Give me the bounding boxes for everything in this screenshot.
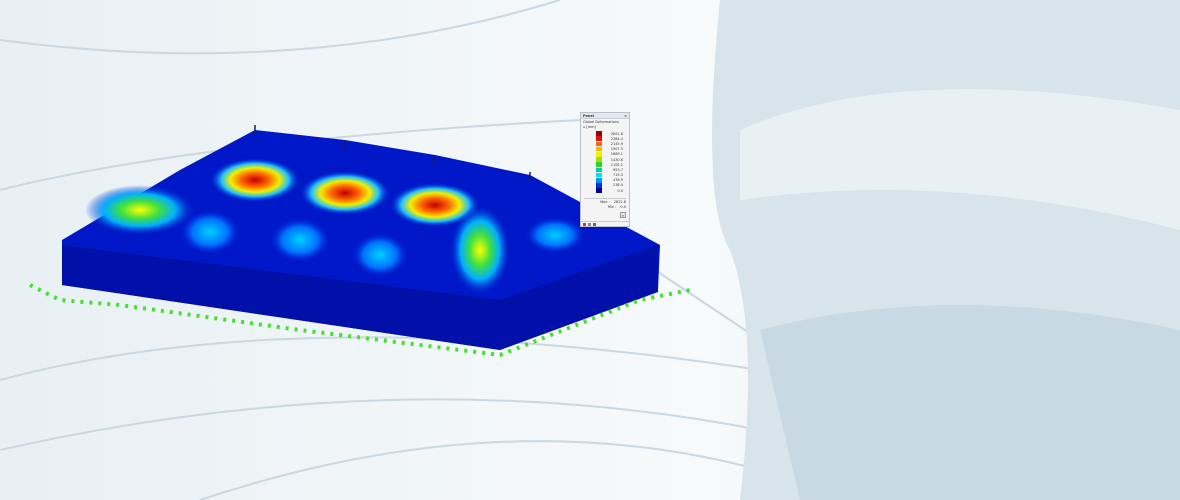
background-membrane-fold (760, 305, 1180, 500)
zoom-icon[interactable]: ⌕ (620, 212, 626, 218)
result-unit: u [mm] (583, 125, 596, 129)
max-label: Max : (600, 200, 610, 205)
scale-value: 2622.8 (610, 131, 623, 136)
scale-row: 2384.4 (596, 136, 629, 142)
scale-swatch (596, 167, 602, 173)
scale-value: 715.3 (612, 173, 623, 178)
scale-value: 476.9 (612, 178, 623, 183)
scale-row: 2622.8 (596, 131, 629, 136)
max-min: Max :2622.8 Min :0.0 (584, 198, 626, 209)
scale-row: 238.4 (596, 183, 629, 188)
close-icon[interactable]: × (624, 114, 627, 118)
scale-row: 1907.5 (596, 146, 629, 152)
scale-swatch (596, 183, 602, 188)
min-label: Min : (607, 204, 617, 209)
scale-swatch (596, 131, 602, 136)
chart-icon[interactable] (593, 222, 596, 226)
scale-row: 0.0 (596, 188, 629, 193)
max-value: 2622.8 (613, 200, 626, 205)
scale-row: 1192.2 (596, 162, 629, 168)
result-type: Global Deformations (583, 120, 619, 124)
scale-row: 715.3 (596, 172, 629, 178)
scale-swatch (596, 162, 602, 168)
scale-row: 2145.9 (596, 141, 629, 147)
scale-swatch (596, 146, 602, 152)
scale-value: 238.4 (612, 183, 623, 188)
panel-toolbar (581, 221, 629, 226)
scale-row: 476.9 (596, 177, 629, 183)
scale-swatch (596, 141, 602, 147)
tent-walls (62, 245, 658, 350)
panel-title: Panel (583, 114, 594, 118)
background-membrane-fold (740, 89, 1180, 230)
scale-row: 1430.6 (596, 157, 629, 162)
scale-swatch (596, 157, 602, 162)
scale-value: 1669.1 (610, 152, 623, 157)
scale-swatch (596, 152, 602, 157)
scale-row: 953.7 (596, 167, 629, 173)
scale-value: 1430.6 (610, 157, 623, 162)
settings-icon[interactable] (588, 222, 591, 226)
legend-panel[interactable]: Panel × Global Deformations u [mm] 2622.8… (580, 112, 630, 227)
min-value: 0.0 (620, 204, 626, 209)
color-icon[interactable] (583, 222, 586, 226)
scale-swatch (596, 188, 602, 193)
scale-swatch (596, 172, 602, 178)
scale-row: 1669.1 (596, 152, 629, 157)
scale-swatch (596, 177, 602, 183)
scale-value: 953.7 (612, 167, 623, 172)
scale-value: 0.0 (617, 188, 623, 193)
scale-value: 1192.2 (610, 162, 623, 167)
scale-value: 2384.4 (610, 136, 623, 141)
color-scale: 2622.8 2384.4 2145.9 1907.5 1669.1 1430.6 1192… (596, 131, 629, 193)
scale-value: 2145.9 (610, 141, 623, 146)
scale-swatch (596, 136, 602, 142)
scale-value: 1907.5 (610, 147, 623, 152)
tent-model[interactable] (29, 125, 691, 358)
tent-masts (254, 125, 531, 182)
panel-header[interactable]: Panel × (581, 113, 629, 119)
